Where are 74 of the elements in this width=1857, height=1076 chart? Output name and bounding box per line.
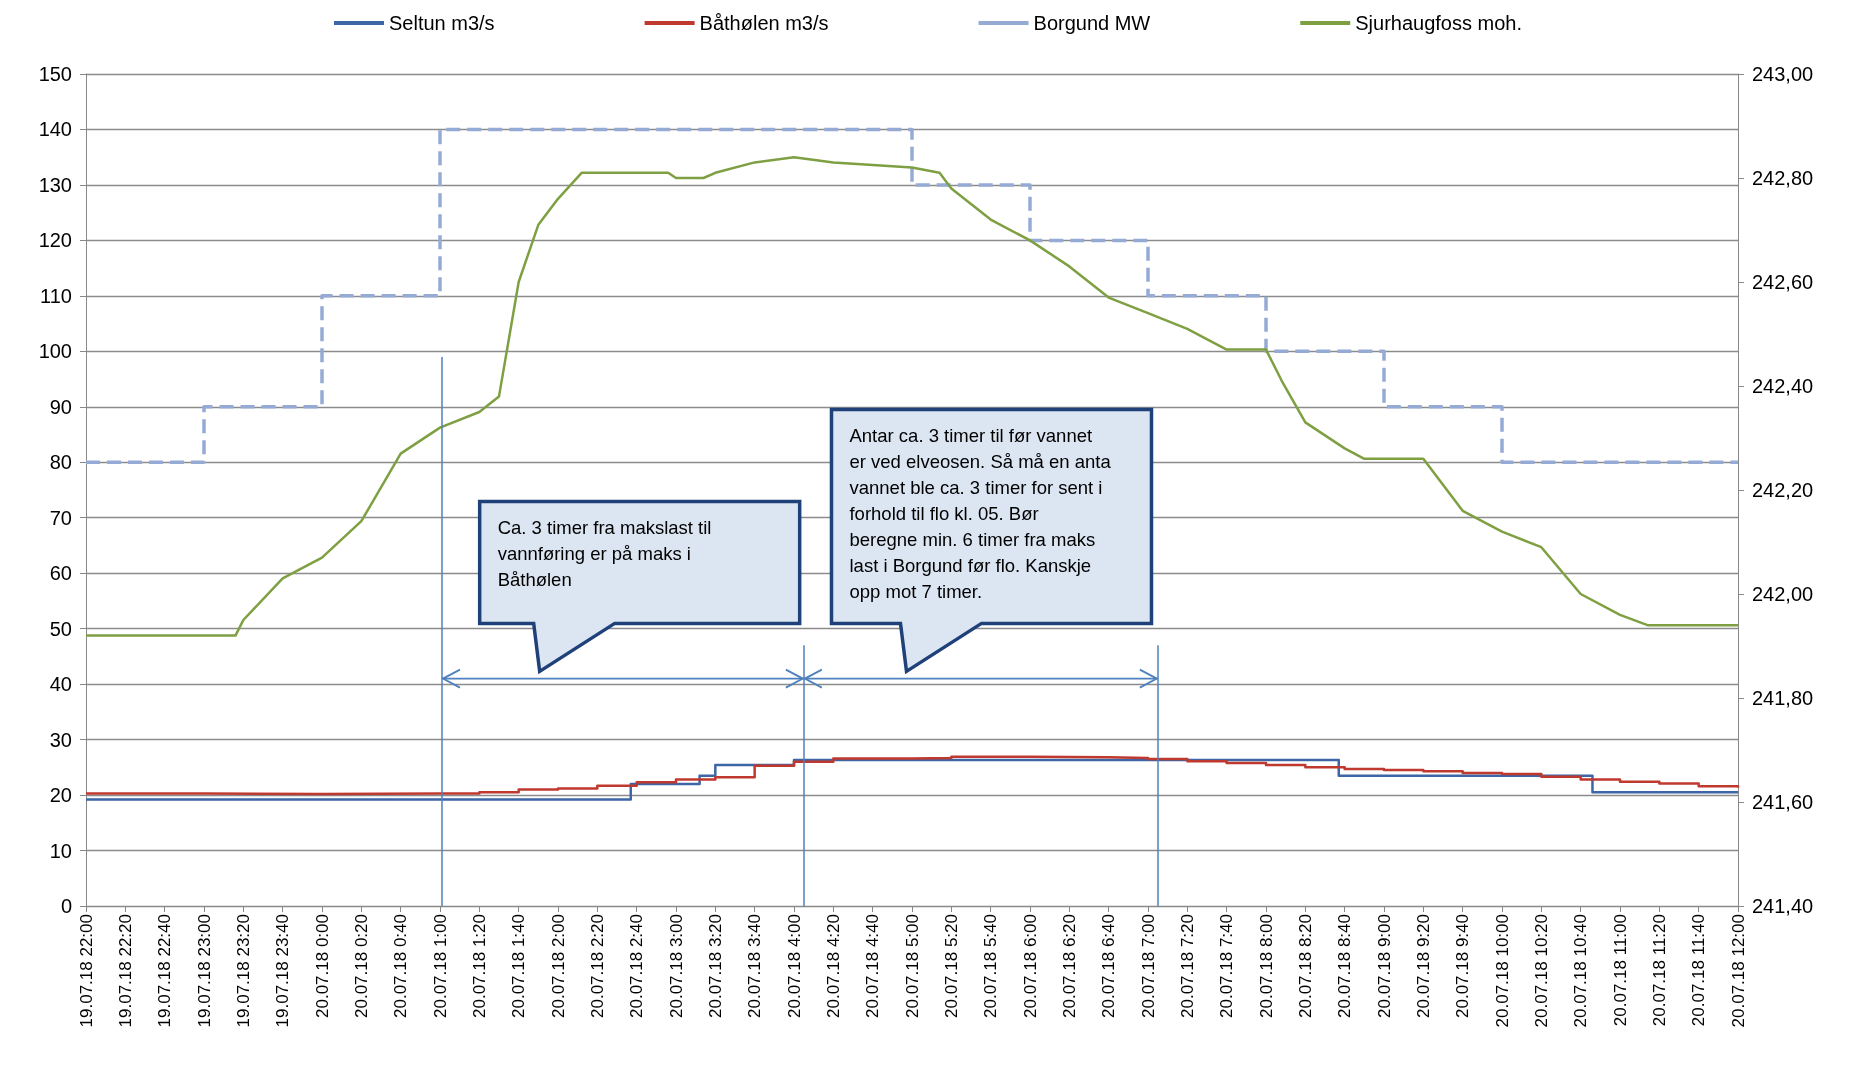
x-tick-label: 20.07.18 8:00 [1256,914,1276,1018]
x-tick-label: 20.07.18 9:00 [1374,914,1394,1018]
x-tick-label: 20.07.18 1:00 [430,914,450,1018]
y-tick-label: 40 [49,673,72,696]
x-tick-label: 20.07.18 2:00 [548,914,568,1018]
x-tick-label: 20.07.18 0:20 [351,914,371,1018]
x-tick-label: 20.07.18 1:20 [469,914,489,1018]
y-tick-label: 80 [49,451,72,474]
x-tick-label: 20.07.18 9:20 [1413,914,1433,1018]
y-tick-label: 130 [38,173,72,196]
x-tick-label: 20.07.18 2:20 [587,914,607,1018]
x-tick-label: 19.07.18 23:40 [273,914,293,1028]
y-tick-label: 150 [38,63,72,85]
y-tick-label: 140 [38,118,72,141]
y-tick-label: 50 [49,617,72,640]
y-tick-label: 0 [60,895,72,917]
y-tick-label: 10 [49,839,72,862]
x-tick-label: 20.07.18 11:20 [1649,914,1669,1027]
legend-label: Sjurhaugfoss moh. [1355,12,1523,34]
y2-tick-label: 242,00 [1752,583,1814,605]
y-tick-label: 70 [49,506,72,529]
y-tick-label: 20 [49,784,72,807]
x-tick-label: 20.07.18 11:40 [1689,914,1709,1027]
y-tick-label: 100 [38,340,72,363]
x-tick-label: 20.07.18 6:20 [1059,914,1079,1018]
annotation: Ca. 3 timer fra makslast til vannføring er på maks i Båthølen [497,516,713,593]
x-tick-label: 20.07.18 3:00 [666,914,686,1018]
x-tick-label: 19.07.18 23:20 [233,914,253,1028]
y-tick-label: 30 [49,728,72,751]
y2-tick-label: 241,40 [1752,895,1814,917]
x-tick-label: 20.07.18 6:40 [1099,914,1119,1018]
y2-tick-label: 241,80 [1752,687,1814,709]
x-tick-label: 20.07.18 8:20 [1295,914,1315,1018]
y-tick-label: 90 [49,395,72,418]
x-tick-label: 20.07.18 0:00 [312,914,332,1018]
y-tick-label: 60 [49,562,72,585]
annotation: Antar ca. 3 timer til før vannet er ved elveosen. Så må en anta vannet ble ca. 3 timer for sent i forhold til flo kl. 05. Bør beregne min. 6 timer fra maks last i Borgund før flo. Kanskje opp mot 7 timer. [849,424,1112,605]
x-tick-label: 20.07.18 5:40 [981,914,1001,1018]
x-tick-label: 20.07.18 4:40 [863,914,883,1018]
x-tick-label: 20.07.18 9:40 [1453,914,1473,1018]
x-tick-label: 19.07.18 23:00 [194,914,214,1028]
x-tick-label: 20.07.18 10:00 [1492,914,1512,1028]
legend-label: Borgund MW [1033,12,1151,34]
y2-tick-label: 241,60 [1752,791,1814,813]
x-tick-label: 20.07.18 7:40 [1217,914,1237,1018]
x-tick-label: 20.07.18 0:40 [391,914,411,1018]
y2-tick-label: 243,00 [1752,63,1814,85]
x-tick-label: 20.07.18 10:40 [1571,914,1591,1028]
y2-tick-label: 242,80 [1752,167,1814,189]
x-tick-label: 20.07.18 8:40 [1335,914,1355,1018]
x-tick-label: 20.07.18 5:00 [902,914,922,1018]
x-tick-label: 20.07.18 11:00 [1610,914,1630,1027]
x-tick-label: 20.07.18 7:00 [1138,914,1158,1018]
legend-label: Båthølen m3/s [699,12,829,34]
x-tick-label: 20.07.18 5:20 [941,914,961,1018]
x-tick-label: 19.07.18 22:00 [76,914,96,1028]
x-tick-label: 20.07.18 7:20 [1177,914,1197,1018]
x-tick-label: 20.07.18 4:20 [823,914,843,1018]
y-tick-label: 120 [38,229,72,252]
x-tick-label: 20.07.18 3:40 [745,914,765,1018]
x-tick-label: 20.07.18 2:40 [627,914,647,1018]
x-tick-label: 20.07.18 3:20 [705,914,725,1018]
x-tick-label: 20.07.18 1:40 [509,914,529,1018]
x-tick-label: 19.07.18 22:20 [115,914,135,1028]
y2-tick-label: 242,60 [1752,271,1814,293]
y2-tick-label: 242,20 [1752,479,1814,501]
x-tick-label: 20.07.18 10:20 [1531,914,1551,1028]
legend-label: Seltun m3/s [388,12,495,34]
x-tick-label: 19.07.18 22:40 [155,914,175,1028]
x-tick-label: 20.07.18 12:00 [1728,914,1748,1028]
x-tick-label: 20.07.18 4:00 [784,914,804,1018]
y-tick-label: 110 [40,284,72,307]
y2-tick-label: 242,40 [1752,375,1814,397]
x-tick-label: 20.07.18 6:00 [1020,914,1040,1018]
